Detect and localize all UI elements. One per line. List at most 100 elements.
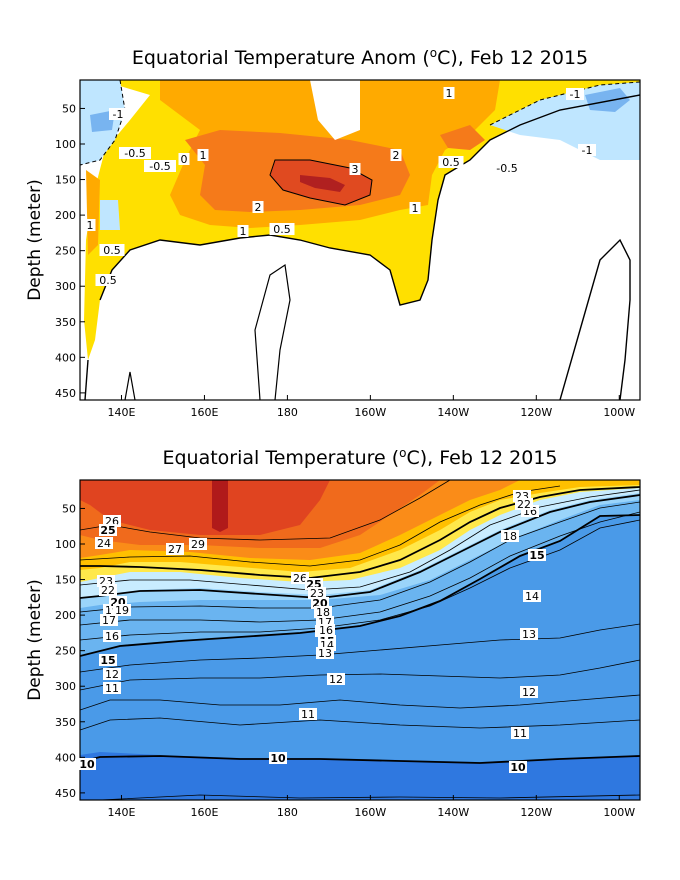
anom-contour-west-b: [124, 371, 136, 400]
anom-contour-zero: [99, 94, 640, 306]
contour-label-bg: [144, 160, 176, 172]
chart1-title: Equatorial Temperature Anom (oC), Feb 12…: [132, 46, 588, 69]
contour-label-bg: [349, 163, 361, 175]
anom-contour-west: [84, 359, 89, 400]
y-tick-label: 400: [55, 751, 76, 764]
contour-label-bg: [103, 668, 121, 680]
contour-label-bg: [501, 530, 519, 542]
contour-label: -1: [113, 108, 124, 121]
contour-label-bg: [443, 87, 455, 99]
y-tick-label: 300: [55, 280, 76, 293]
chart2-y-label: Depth (meter): [25, 579, 45, 701]
contour-label-bg: [317, 624, 335, 636]
contour-label-bg: [316, 647, 334, 659]
chart2-plot-area: [80, 480, 640, 800]
y-tick-label: 100: [55, 138, 76, 151]
contour-label: 16: [105, 630, 119, 643]
contour-label-bg: [99, 654, 117, 666]
contour-label: 24: [97, 537, 111, 550]
y-tick-label: 100: [55, 538, 76, 551]
contour-label: 13: [522, 628, 536, 641]
contour-label: -1: [570, 88, 581, 101]
x-tick-label: 160E: [190, 806, 218, 819]
contour-label-bg: [327, 673, 345, 685]
contour-label: 12: [329, 673, 343, 686]
contour-label-bg: [578, 144, 596, 156]
contour-label: 29: [191, 538, 205, 551]
contour-label-bg: [113, 604, 131, 616]
contour-label: 14: [525, 590, 539, 603]
y-tick-label: 300: [55, 680, 76, 693]
contour-label: 16: [319, 624, 333, 637]
anom-region-2b: [440, 125, 485, 150]
temp-layer-28: [80, 480, 330, 535]
contour-label: 0: [181, 153, 188, 166]
contour-label: 0.5: [273, 223, 291, 236]
contour-label: 1: [240, 225, 247, 238]
chart2-frame: [79, 479, 641, 801]
contour-label: 27: [168, 543, 182, 556]
y-tick-label: 450: [55, 787, 76, 800]
contour-label: 2: [255, 201, 262, 214]
contour-label-bg: [109, 108, 127, 120]
contour-label: 1: [446, 87, 453, 100]
contour-label: 15: [529, 549, 544, 562]
contour-label-bg: [269, 752, 287, 764]
contour-label-bg: [523, 590, 541, 602]
contour-label-bg: [520, 686, 538, 698]
y-tick-label: 200: [55, 609, 76, 622]
contour-label-bg: [299, 708, 317, 720]
contour-label-bg: [491, 162, 523, 174]
chart2-x-axis: 140E 160E 180 160W 140W 120W 100W: [108, 795, 635, 819]
contour-label: 19: [115, 604, 129, 617]
x-tick-label: 100W: [603, 806, 635, 819]
contour-label-bg: [520, 628, 538, 640]
x-tick-label: 140E: [108, 406, 136, 419]
x-tick-label: 120W: [520, 806, 552, 819]
y-tick-label: 400: [55, 351, 76, 364]
contour-label: 10: [510, 761, 526, 774]
chart1-y-axis: 50 100 150 200 250 300 350 400 450: [55, 102, 85, 400]
contour-label: 12: [105, 668, 119, 681]
x-tick-label: 180: [277, 806, 298, 819]
anom-region-neg-d: [90, 110, 115, 132]
contour-label: 1: [412, 202, 419, 215]
contour-label-bg: [237, 225, 249, 237]
contour-label: 1: [200, 149, 207, 162]
contour-label: 18: [316, 606, 330, 619]
contour-label-bg: [103, 682, 121, 694]
contour-label-bg: [178, 153, 190, 165]
contour-label-bg: [291, 572, 309, 584]
contour-label-bg: [189, 538, 207, 550]
contour-label-bg: [566, 88, 584, 100]
contour-label: 0.5: [103, 244, 121, 257]
chart1-y-label: Depth (meter): [25, 179, 45, 301]
contour-label-bg: [409, 202, 421, 214]
contour-label: 0.5: [442, 156, 460, 169]
contour-label: 15: [100, 654, 115, 667]
contour-label-bg: [166, 543, 184, 555]
x-tick-label: 140W: [437, 806, 469, 819]
contour-label: -0.5: [149, 160, 170, 173]
contour-label-bg: [528, 549, 546, 561]
anom-contour-3: [269, 159, 373, 206]
contour-label-bg: [314, 606, 332, 618]
anom-region-neg-e: [100, 200, 120, 230]
contour-label-bg: [511, 727, 529, 739]
anom-contour-deep: [559, 238, 631, 400]
contour-label: 1: [87, 219, 94, 232]
anom-region-1b: [86, 170, 100, 255]
chart1-x-axis: 140E 160E 180 160W 140W 120W 100W: [108, 395, 635, 419]
temp-thin-contours: [80, 480, 640, 800]
y-tick-label: 50: [62, 502, 76, 515]
contour-label: 2: [393, 149, 400, 162]
y-tick-label: 200: [55, 209, 76, 222]
contour-label: 11: [513, 727, 527, 740]
contour-label: 3: [352, 163, 359, 176]
contour-label: 13: [318, 647, 332, 660]
y-tick-label: 150: [55, 574, 76, 587]
anom-contour-neg-a: [80, 80, 126, 166]
contour-label: 22: [101, 584, 115, 597]
contour-label: 22: [517, 498, 531, 511]
